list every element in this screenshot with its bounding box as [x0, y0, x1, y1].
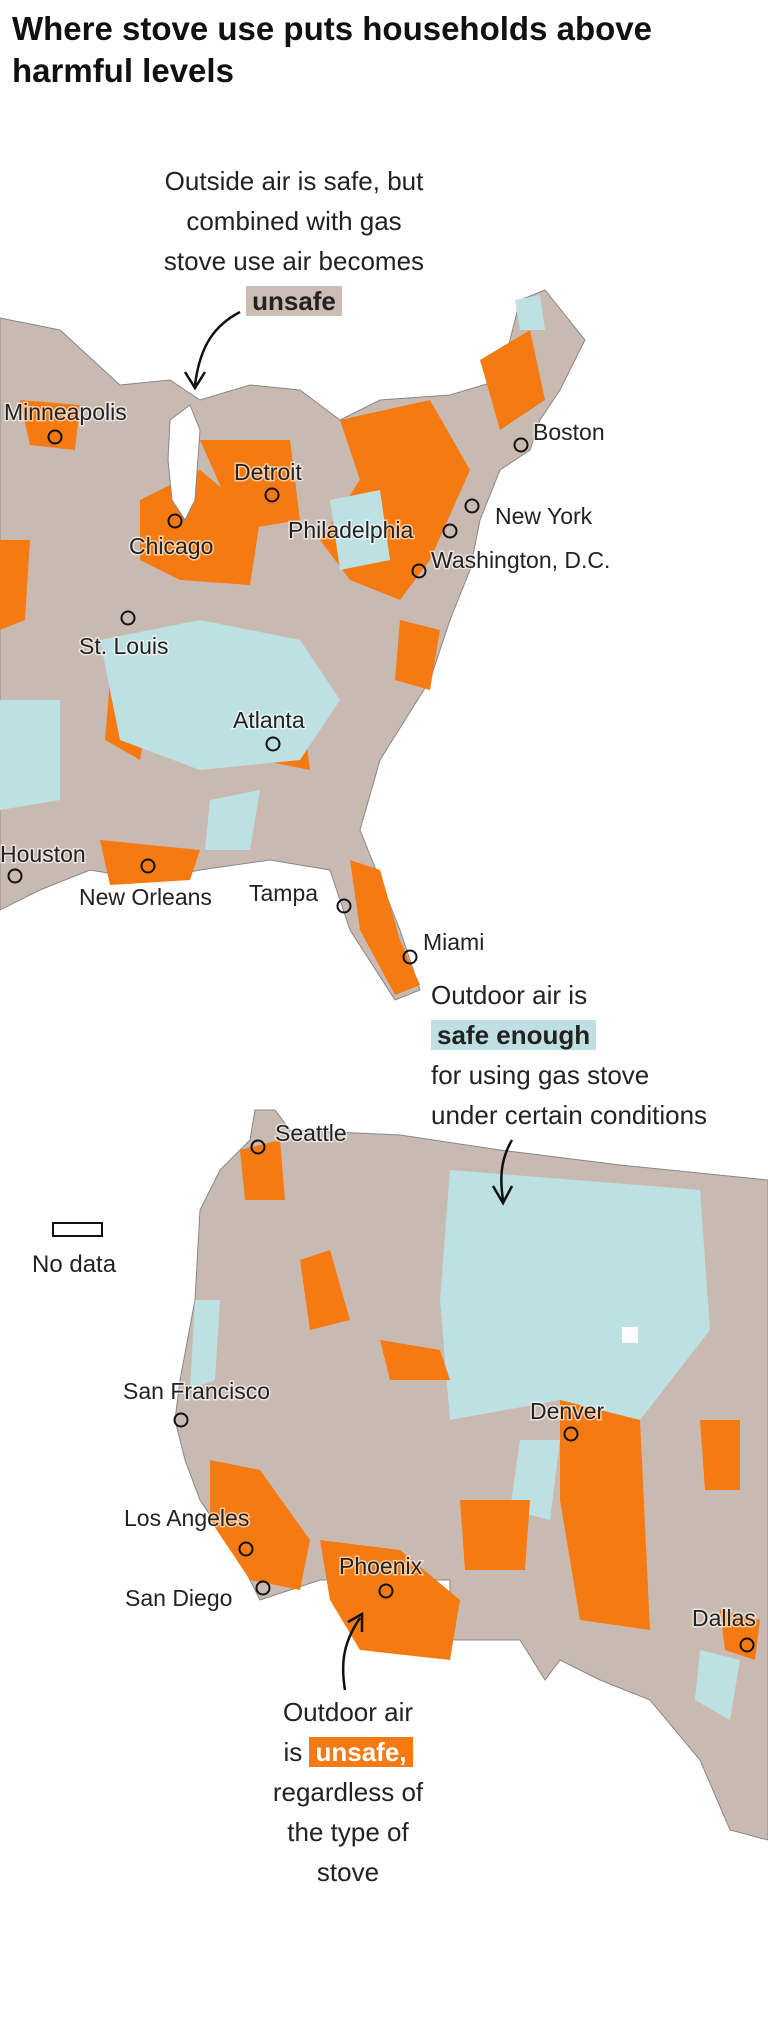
city-label: Denver	[530, 1398, 604, 1424]
city-label: Dallas	[692, 1605, 756, 1631]
city-marker	[140, 858, 156, 874]
annotation-highlight: unsafe,	[309, 1737, 413, 1767]
city-label: Boston	[533, 419, 605, 445]
city-label: San Francisco	[123, 1378, 270, 1404]
city-label: Houston	[0, 841, 86, 867]
east-unsafe	[0, 330, 545, 995]
city-marker	[442, 523, 458, 539]
city-label: Minneapolis	[4, 399, 127, 425]
city-marker	[336, 898, 352, 914]
west-unsafe	[210, 1140, 760, 1660]
city-label: Chicago	[129, 533, 213, 559]
east-map	[0, 289, 586, 1001]
annotation-highlight: safe enough	[431, 1020, 597, 1050]
annotation-line: Outdoor air is	[431, 980, 588, 1010]
arrow	[193, 310, 241, 386]
annotation-line: the type of	[287, 1817, 409, 1847]
city-label: Detroit	[234, 459, 302, 485]
city-label: Washington, D.C.	[431, 547, 610, 573]
arrow	[500, 1139, 514, 1201]
city-marker	[47, 429, 63, 445]
city-marker	[264, 487, 280, 503]
city-label: San Diego	[125, 1585, 232, 1611]
city-marker	[513, 437, 529, 453]
city-label: Seattle	[275, 1120, 347, 1146]
city-label: Phoenix	[339, 1553, 423, 1579]
annotation-line: combined with gas	[186, 206, 402, 236]
city-marker	[250, 1139, 266, 1155]
city-label: Los Angeles	[124, 1505, 249, 1531]
arrows	[183, 310, 514, 1691]
west-safe	[190, 1170, 740, 1720]
city-marker	[378, 1583, 394, 1599]
annotation-line: stove use air becomes	[163, 246, 425, 276]
city-label: New Orleans	[79, 884, 212, 910]
city-marker	[255, 1580, 271, 1596]
city-label: Tampa	[249, 880, 318, 906]
city-label: St. Louis	[79, 633, 169, 659]
annotation: Outdoor air is unsafe, regardless of the…	[228, 1692, 468, 1892]
east-safe	[0, 295, 545, 850]
title: Where stove use puts households above ha…	[12, 10, 652, 89]
no-data-area	[622, 1327, 638, 1343]
city-label: New York	[495, 503, 593, 529]
annotation-line: regardless of	[272, 1777, 424, 1807]
city-marker	[411, 563, 427, 579]
city-marker	[739, 1637, 755, 1653]
cities: Minneapolis Detroit Chicago Boston New York P…	[0, 398, 757, 1653]
annotation-line: Outside air is safe, but	[164, 166, 424, 196]
arrow-head	[491, 1185, 514, 1206]
annotation-line: for using gas stove	[431, 1060, 650, 1090]
annotation-line: under certain conditions	[431, 1100, 708, 1130]
city-marker	[7, 868, 23, 884]
annotation: Outside air is safe, but combined with g…	[144, 161, 444, 321]
city-marker	[563, 1426, 579, 1442]
arrow	[341, 1617, 362, 1691]
lake	[167, 404, 201, 522]
annotation-line: stove	[316, 1857, 380, 1887]
city-label: Philadelphia	[288, 517, 414, 543]
annotation-line: is	[283, 1737, 303, 1767]
city-marker	[265, 736, 281, 752]
city-marker	[402, 949, 418, 965]
city-marker	[238, 1541, 254, 1557]
city-marker	[167, 513, 183, 529]
arrow-head	[347, 1611, 364, 1632]
city-marker	[464, 498, 480, 514]
city-marker	[120, 610, 136, 626]
annotation-line: Outdoor air	[282, 1697, 414, 1727]
legend-swatch	[52, 1222, 103, 1237]
city-label: Atlanta	[233, 707, 305, 733]
arrow-head	[183, 371, 207, 391]
city-label: Miami	[423, 929, 484, 955]
city-marker	[173, 1412, 189, 1428]
annotation: Outdoor air is safe enough for using gas…	[431, 975, 707, 1135]
legend-label: No data	[32, 1251, 117, 1278]
annotation-highlight: unsafe	[246, 286, 342, 316]
west-map	[174, 1109, 768, 1841]
